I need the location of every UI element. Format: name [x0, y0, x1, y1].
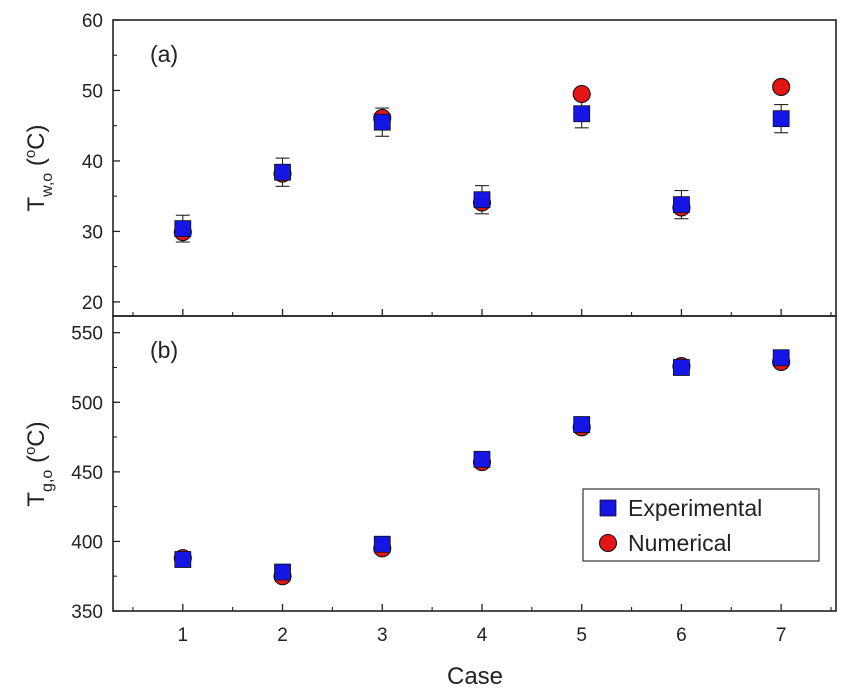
y-axis-title-superscript: o [22, 447, 39, 455]
panel-a: 20 30 40 50 60 (a) Tw,o (oC) [22, 11, 837, 317]
experimental-point [573, 105, 591, 123]
experimental-point [274, 163, 291, 181]
y-tick-label: 350 [71, 602, 103, 623]
x-tick-label: 5 [576, 625, 587, 646]
panel-label: (a) [150, 41, 178, 67]
experimental-point [573, 416, 591, 433]
y-tick-label: 500 [71, 393, 103, 414]
legend-marker-numerical [598, 533, 618, 553]
experimental-point [373, 535, 391, 553]
experimental-point [174, 551, 192, 568]
numerical-point [572, 84, 591, 104]
x-tick-label: 2 [277, 625, 288, 646]
legend-box [582, 488, 820, 562]
x-tick-label: 1 [178, 625, 189, 646]
y-axis-title-main: T [23, 197, 50, 212]
plot-frame [112, 315, 837, 612]
x-tick-label: 6 [676, 625, 687, 646]
plot-frame [112, 19, 837, 317]
experimental-point [174, 220, 192, 238]
y-axis-title-unit-open: ( [23, 455, 50, 470]
x-axis-title: Case [447, 663, 503, 690]
experimental-point [274, 563, 291, 581]
y-axis-title: Tw,o (oC) [22, 124, 56, 211]
legend-label-experimental: Experimental [628, 495, 762, 521]
y-axis-title-main: T [23, 492, 50, 507]
y-axis-title-subscript: g,o [39, 470, 56, 492]
experimental-point [373, 113, 391, 131]
y-tick-label: 20 [82, 293, 103, 314]
y-axis-title-superscript: o [22, 150, 39, 158]
legend-marker-experimental [599, 499, 617, 517]
y-tick-label: 450 [71, 463, 103, 484]
numerical-point [772, 77, 791, 97]
experimental-point [673, 359, 690, 376]
y-tick-label: 400 [71, 532, 103, 553]
experimental-point [772, 349, 790, 367]
y-axis-title-subscript: w,o [39, 173, 56, 198]
experimental-point [673, 196, 690, 214]
panel-label: (b) [150, 337, 178, 363]
experimental-point [473, 191, 491, 209]
y-tick-label: 550 [71, 324, 103, 345]
y-tick-label: 30 [82, 222, 103, 243]
y-tick-label: 40 [82, 152, 103, 173]
y-axis-title-unit: C) [23, 421, 50, 446]
y-tick-label: 50 [82, 81, 103, 102]
panel-b: 350 400 450 500 550 (b) Tg,o (oC) 1 2 3 4 5 6 7 Case [22, 315, 837, 690]
y-tick-label: 60 [82, 11, 103, 32]
x-tick-label: 3 [377, 625, 388, 646]
y-axis-title: Tg,o (oC) [22, 421, 56, 506]
y-axis-title-unit-open: ( [23, 158, 50, 173]
x-tick-label: 4 [477, 625, 488, 646]
legend-label-numerical: Numerical [628, 530, 732, 556]
y-axis-title-unit: C) [23, 124, 50, 149]
experimental-point [473, 450, 491, 468]
experimental-point [772, 110, 790, 128]
x-tick-label: 7 [776, 625, 787, 646]
legend: Experimental Numerical [582, 488, 820, 562]
